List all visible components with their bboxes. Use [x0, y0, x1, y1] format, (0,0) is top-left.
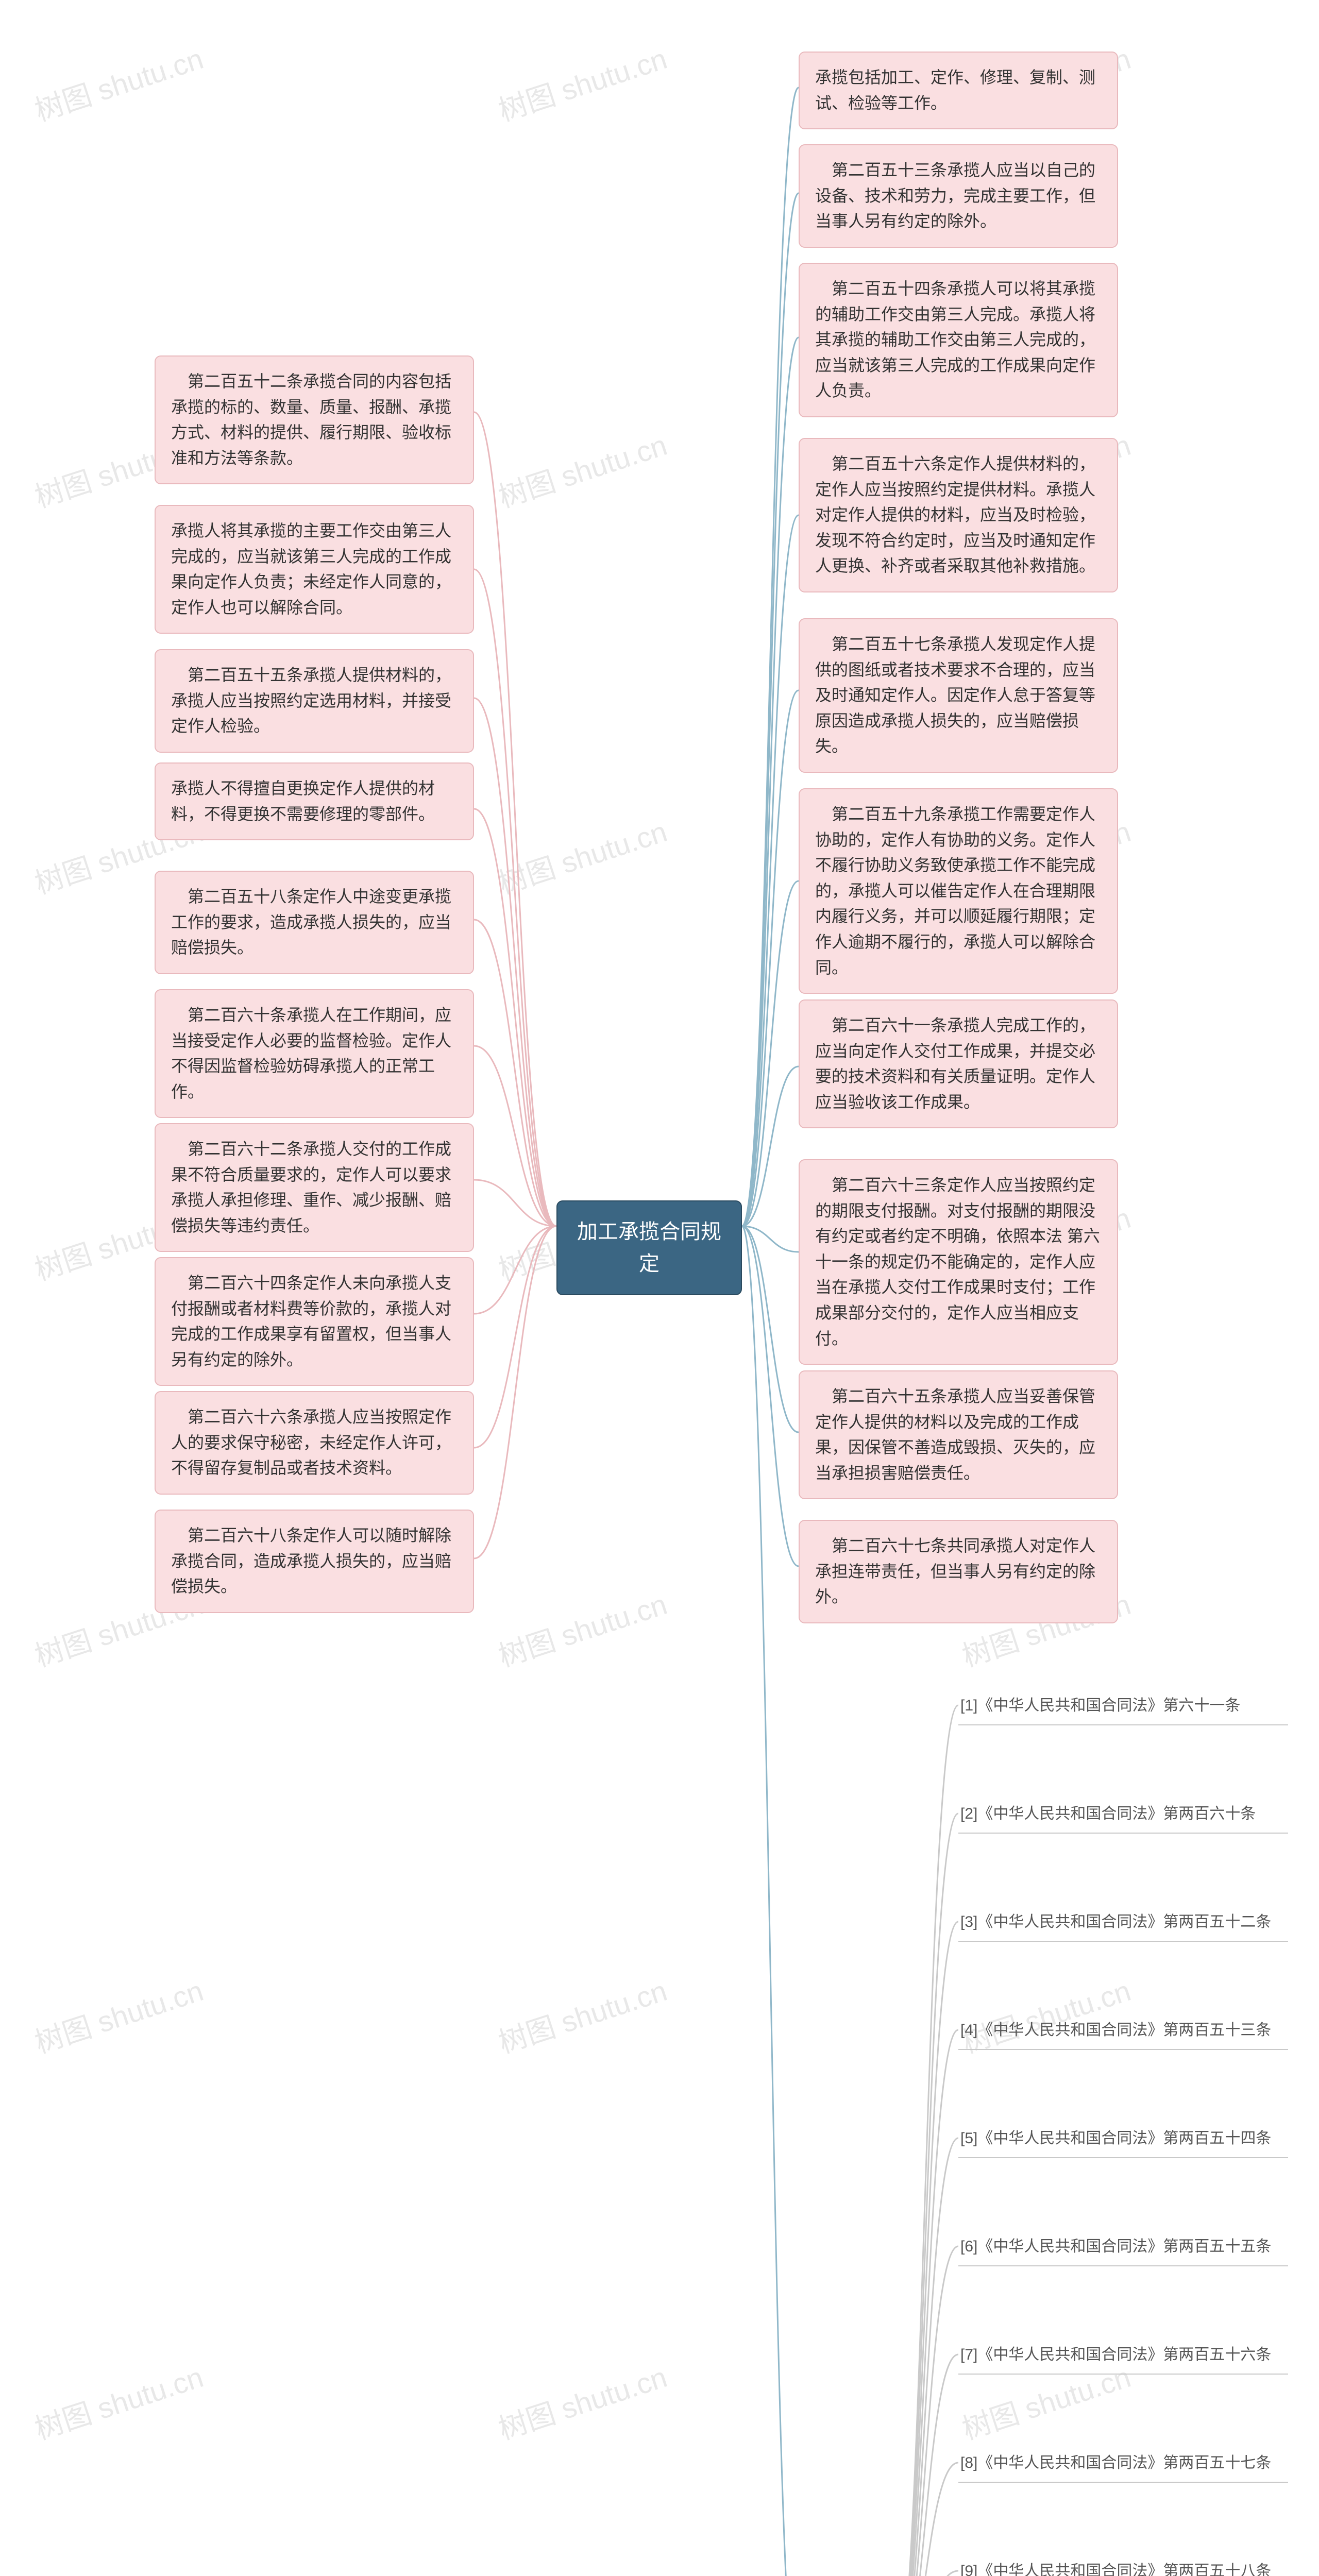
ref-leaf-7[interactable]: [8]《中华人民共和国合同法》第两百五十七条 — [958, 2447, 1288, 2483]
right-node-text: 承揽包括加工、定作、修理、复制、测试、检验等工作。 — [815, 68, 1095, 112]
right-node-text: 第二百六十一条承揽人完成工作的，应当向定作人交付工作成果，并提交必要的技术资料和… — [815, 1016, 1095, 1111]
ref-leaf-text: [4]《中华人民共和国合同法》第两百五十三条 — [960, 2022, 1271, 2039]
right-node-7[interactable]: 第二百六十三条定作人应当按照约定的期限支付报酬。对支付报酬的期限没有约定或者约定… — [799, 1159, 1118, 1365]
left-node-text: 第二百六十八条定作人可以随时解除承揽合同，造成承揽人损失的，应当赔偿损失。 — [171, 1526, 451, 1596]
watermark: 树图 shutu.cn — [29, 1968, 208, 2062]
ref-leaf-1[interactable]: [2]《中华人民共和国合同法》第两百六十条 — [958, 1798, 1288, 1834]
left-node-6[interactable]: 第二百六十二条承揽人交付的工作成果不符合质量要求的，定作人可以要求承揽人承担修理… — [155, 1123, 474, 1252]
ref-leaf-text: [2]《中华人民共和国合同法》第两百六十条 — [960, 1805, 1256, 1822]
watermark: 树图 shutu.cn — [493, 809, 672, 903]
ref-leaf-text: [7]《中华人民共和国合同法》第两百五十六条 — [960, 2346, 1271, 2363]
left-node-text: 第二百六十四条定作人未向承揽人支付报酬或者材料费等价款的，承揽人对完成的工作成果… — [171, 1274, 451, 1369]
right-node-2[interactable]: 第二百五十四条承揽人可以将其承揽的辅助工作交由第三人完成。承揽人将其承揽的辅助工… — [799, 263, 1118, 417]
left-node-text: 第二百五十二条承揽合同的内容包括承揽的标的、数量、质量、报酬、承揽方式、材料的提… — [171, 372, 451, 467]
right-node-4[interactable]: 第二百五十七条承揽人发现定作人提供的图纸或者技术要求不合理的，应当及时通知定作人… — [799, 618, 1118, 773]
watermark: 树图 shutu.cn — [29, 36, 208, 130]
watermark: 树图 shutu.cn — [29, 2354, 208, 2448]
ref-leaf-text: [9]《中华人民共和国合同法》第两百五十八条 — [960, 2563, 1271, 2576]
ref-leaf-text: [8]《中华人民共和国合同法》第两百五十七条 — [960, 2454, 1271, 2471]
watermark: 树图 shutu.cn — [493, 1968, 672, 2062]
left-node-7[interactable]: 第二百六十四条定作人未向承揽人支付报酬或者材料费等价款的，承揽人对完成的工作成果… — [155, 1257, 474, 1386]
right-node-5[interactable]: 第二百五十九条承揽工作需要定作人协助的，定作人有协助的义务。定作人不履行协助义务… — [799, 788, 1118, 994]
ref-leaf-4[interactable]: [5]《中华人民共和国合同法》第两百五十四条 — [958, 2123, 1288, 2158]
left-node-text: 第二百六十二条承揽人交付的工作成果不符合质量要求的，定作人可以要求承揽人承担修理… — [171, 1140, 451, 1235]
ref-leaf-6[interactable]: [7]《中华人民共和国合同法》第两百五十六条 — [958, 2339, 1288, 2375]
right-node-text: 第二百五十九条承揽工作需要定作人协助的，定作人有协助的义务。定作人不履行协助义务… — [815, 805, 1095, 977]
left-node-0[interactable]: 第二百五十二条承揽合同的内容包括承揽的标的、数量、质量、报酬、承揽方式、材料的提… — [155, 355, 474, 484]
right-node-6[interactable]: 第二百六十一条承揽人完成工作的，应当向定作人交付工作成果，并提交必要的技术资料和… — [799, 999, 1118, 1128]
watermark: 树图 shutu.cn — [493, 36, 672, 130]
right-node-text: 第二百五十四条承揽人可以将其承揽的辅助工作交由第三人完成。承揽人将其承揽的辅助工… — [815, 279, 1095, 400]
ref-leaf-2[interactable]: [3]《中华人民共和国合同法》第两百五十二条 — [958, 1906, 1288, 1942]
ref-leaf-0[interactable]: [1]《中华人民共和国合同法》第六十一条 — [958, 1690, 1288, 1725]
right-node-text: 第二百五十七条承揽人发现定作人提供的图纸或者技术要求不合理的，应当及时通知定作人… — [815, 635, 1095, 755]
ref-leaf-text: [6]《中华人民共和国合同法》第两百五十五条 — [960, 2238, 1271, 2255]
left-node-text: 第二百五十五条承揽人提供材料的，承揽人应当按照约定选用材料，并接受定作人检验。 — [171, 666, 451, 735]
left-node-3[interactable]: 承揽人不得擅自更换定作人提供的材料，不得更换不需要修理的零部件。 — [155, 762, 474, 840]
root-node[interactable]: 加工承揽合同规定 — [556, 1200, 742, 1295]
ref-leaf-8[interactable]: [9]《中华人民共和国合同法》第两百五十八条 — [958, 2555, 1288, 2576]
right-node-1[interactable]: 第二百五十三条承揽人应当以自己的设备、技术和劳力，完成主要工作，但当事人另有约定… — [799, 144, 1118, 248]
left-node-text: 第二百六十条承揽人在工作期间，应当接受定作人必要的监督检验。定作人不得因监督检验… — [171, 1006, 451, 1101]
root-label: 加工承揽合同规定 — [577, 1221, 721, 1275]
left-node-1[interactable]: 承揽人将其承揽的主要工作交由第三人完成的，应当就该第三人完成的工作成果向定作人负… — [155, 505, 474, 634]
watermark: 树图 shutu.cn — [493, 2354, 672, 2448]
ref-leaf-text: [3]《中华人民共和国合同法》第两百五十二条 — [960, 1913, 1271, 1930]
right-node-text: 第二百六十五条承揽人应当妥善保管定作人提供的材料以及完成的工作成果，因保管不善造… — [815, 1387, 1095, 1482]
ref-leaf-text: [1]《中华人民共和国合同法》第六十一条 — [960, 1697, 1240, 1714]
left-node-text: 第二百五十八条定作人中途变更承揽工作的要求，造成承揽人损失的，应当赔偿损失。 — [171, 887, 451, 957]
left-node-9[interactable]: 第二百六十八条定作人可以随时解除承揽合同，造成承揽人损失的，应当赔偿损失。 — [155, 1510, 474, 1613]
right-node-9[interactable]: 第二百六十七条共同承揽人对定作人承担连带责任，但当事人另有约定的除外。 — [799, 1520, 1118, 1623]
right-node-0[interactable]: 承揽包括加工、定作、修理、复制、测试、检验等工作。 — [799, 52, 1118, 129]
mindmap-canvas: 树图 shutu.cn 树图 shutu.cn 树图 shutu.cn 树图 shut… — [0, 0, 1319, 2576]
left-node-4[interactable]: 第二百五十八条定作人中途变更承揽工作的要求，造成承揽人损失的，应当赔偿损失。 — [155, 871, 474, 974]
left-node-8[interactable]: 第二百六十六条承揽人应当按照定作人的要求保守秘密，未经定作人许可，不得留存复制品… — [155, 1391, 474, 1495]
left-node-5[interactable]: 第二百六十条承揽人在工作期间，应当接受定作人必要的监督检验。定作人不得因监督检验… — [155, 989, 474, 1118]
ref-leaf-3[interactable]: [4]《中华人民共和国合同法》第两百五十三条 — [958, 2014, 1288, 2050]
left-node-2[interactable]: 第二百五十五条承揽人提供材料的，承揽人应当按照约定选用材料，并接受定作人检验。 — [155, 649, 474, 753]
right-node-text: 第二百六十七条共同承揽人对定作人承担连带责任，但当事人另有约定的除外。 — [815, 1536, 1095, 1606]
ref-leaf-5[interactable]: [6]《中华人民共和国合同法》第两百五十五条 — [958, 2231, 1288, 2266]
right-node-8[interactable]: 第二百六十五条承揽人应当妥善保管定作人提供的材料以及完成的工作成果，因保管不善造… — [799, 1370, 1118, 1499]
ref-leaf-text: [5]《中华人民共和国合同法》第两百五十四条 — [960, 2130, 1271, 2147]
watermark: 树图 shutu.cn — [493, 422, 672, 516]
left-node-text: 承揽人将其承揽的主要工作交由第三人完成的，应当就该第三人完成的工作成果向定作人负… — [171, 521, 451, 617]
left-node-text: 第二百六十六条承揽人应当按照定作人的要求保守秘密，未经定作人许可，不得留存复制品… — [171, 1408, 451, 1477]
right-node-text: 第二百五十六条定作人提供材料的，定作人应当按照约定提供材料。承揽人对定作人提供的… — [815, 454, 1095, 575]
right-node-text: 第二百五十三条承揽人应当以自己的设备、技术和劳力，完成主要工作，但当事人另有约定… — [815, 161, 1095, 230]
right-node-text: 第二百六十三条定作人应当按照约定的期限支付报酬。对支付报酬的期限没有约定或者约定… — [815, 1176, 1100, 1348]
right-node-3[interactable]: 第二百五十六条定作人提供材料的，定作人应当按照约定提供材料。承揽人对定作人提供的… — [799, 438, 1118, 592]
watermark: 树图 shutu.cn — [493, 1582, 672, 1675]
left-node-text: 承揽人不得擅自更换定作人提供的材料，不得更换不需要修理的零部件。 — [171, 779, 435, 823]
